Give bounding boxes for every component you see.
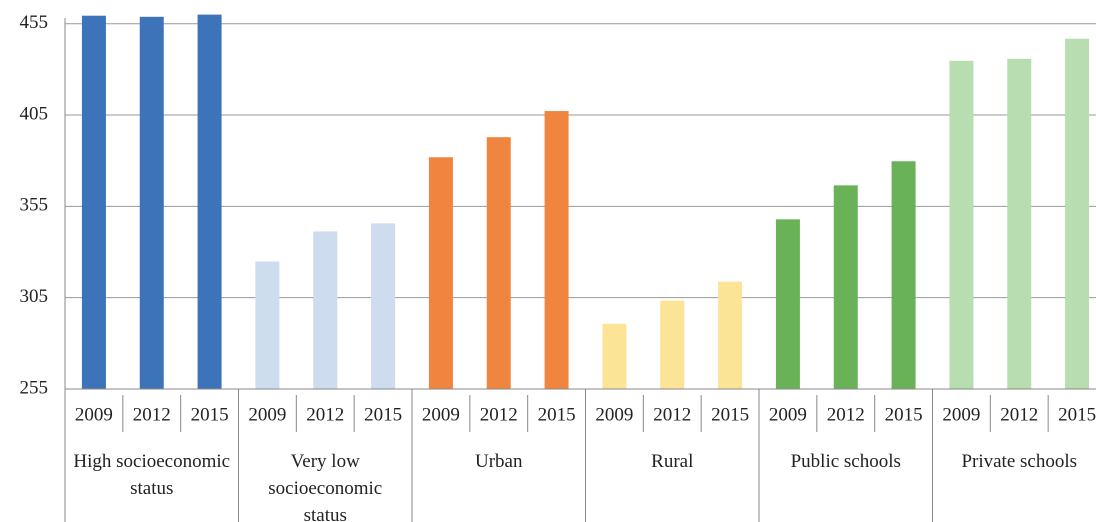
x-tick-label: 2015 <box>364 404 402 425</box>
bar <box>197 14 222 390</box>
x-tick-label: 2009 <box>75 404 113 425</box>
bar <box>81 15 106 389</box>
bar <box>949 60 974 390</box>
bar <box>891 161 916 389</box>
bar <box>602 323 627 389</box>
x-tick-label: 2012 <box>306 404 344 425</box>
group-label: Private schools <box>961 451 1078 472</box>
bar <box>833 185 858 389</box>
x-tick-label: 2012 <box>653 404 691 425</box>
y-tick-label: 455 <box>20 12 49 33</box>
x-tick-label: 2012 <box>827 404 865 425</box>
bar <box>255 261 280 389</box>
bar <box>1065 38 1090 389</box>
y-tick-label: 305 <box>20 286 49 307</box>
x-tick-label: 2015 <box>191 404 229 425</box>
bar <box>660 300 685 389</box>
x-tick-label: 2012 <box>480 404 518 425</box>
group-label: Urban <box>475 451 523 472</box>
x-tick-label: 2009 <box>595 404 633 425</box>
x-tick-label: 2009 <box>942 404 980 425</box>
x-tick-label: 2009 <box>769 404 807 425</box>
group-label: High socioeconomic status <box>73 451 231 499</box>
group-label: Rural <box>651 451 694 472</box>
bar <box>775 219 800 389</box>
bar <box>371 223 396 389</box>
y-tick-label: 255 <box>20 377 49 398</box>
y-tick-label: 355 <box>20 195 49 216</box>
group-label: Public schools <box>790 451 901 472</box>
x-tick-label: 2009 <box>248 404 286 425</box>
bar <box>544 111 569 389</box>
bar <box>139 16 164 389</box>
bar <box>313 231 338 389</box>
bar <box>1007 58 1032 389</box>
x-tick-label: 2015 <box>1058 404 1096 425</box>
bar <box>486 137 511 389</box>
x-tick-label: 2015 <box>538 404 576 425</box>
bar <box>718 281 743 389</box>
x-tick-label: 2015 <box>711 404 749 425</box>
x-tick-label: 2012 <box>1000 404 1038 425</box>
x-tick-label: 2012 <box>133 404 171 425</box>
group-label: Very low socioeconomic status <box>268 451 383 522</box>
bar <box>428 157 453 389</box>
y-tick-label: 405 <box>20 103 49 124</box>
x-tick-label: 2009 <box>422 404 460 425</box>
x-tick-label: 2015 <box>885 404 923 425</box>
